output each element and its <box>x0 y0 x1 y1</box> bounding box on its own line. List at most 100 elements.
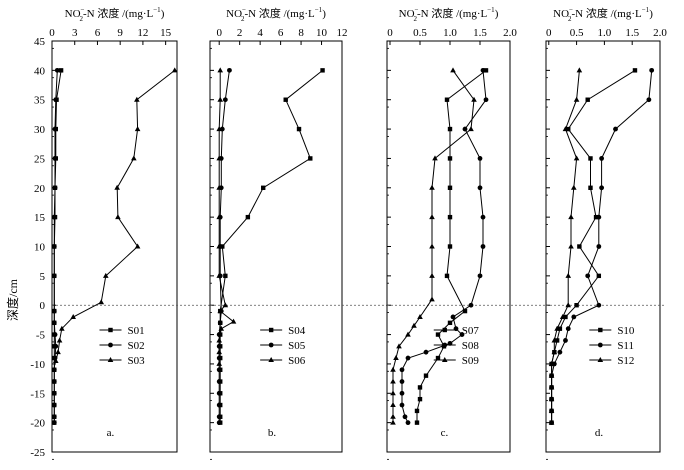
series-S04 <box>218 68 325 425</box>
data-point <box>554 338 560 343</box>
data-point <box>98 299 105 305</box>
y-tick-label: 25 <box>34 153 46 165</box>
data-point <box>216 379 222 384</box>
x-tick-label: 9 <box>117 27 123 39</box>
data-point <box>568 243 574 249</box>
data-point <box>471 96 477 102</box>
data-point <box>462 126 468 132</box>
plot-frame <box>545 40 661 453</box>
legend-label: S04 <box>288 325 306 337</box>
series-line <box>551 70 580 423</box>
series-S06 <box>216 67 237 366</box>
legend-entry: S01 <box>99 325 145 337</box>
data-point <box>52 332 58 337</box>
data-point <box>649 67 655 73</box>
data-point <box>566 126 571 132</box>
shared-depth-axis: 45 40 35 30 25 20 15 10 5 0 -5 -10 -15 -20 -25 <box>30 36 45 459</box>
data-point <box>51 308 57 314</box>
x-tick-label: 4 <box>257 27 263 39</box>
data-point <box>548 396 555 402</box>
legend-marker <box>598 327 603 333</box>
data-point <box>390 390 396 396</box>
data-point <box>432 155 438 161</box>
data-point <box>216 402 222 408</box>
x-tick-label: 10 <box>316 27 328 39</box>
x-axis-title: NO− 2-N 浓度 /(mg·L−1) <box>399 6 499 23</box>
x-axis-title-subscript: 2 <box>241 15 245 23</box>
data-point <box>115 214 121 220</box>
data-point <box>447 156 453 161</box>
data-point <box>217 96 224 102</box>
data-point <box>477 273 483 279</box>
legend-entry: S08 <box>433 340 479 352</box>
panel-3: 0 0.5 1.0 1.5 2.0NO− 2-N 浓度 /(mg·L−1)S10S11S1… <box>545 6 667 460</box>
data-point <box>450 314 456 320</box>
x-axis-title-exponent: −1 <box>487 6 495 14</box>
x-axis-title-species: NO <box>226 8 242 20</box>
data-point <box>596 302 602 308</box>
x-axis-title-close: ) <box>161 8 165 20</box>
legend-marker <box>442 342 448 348</box>
legend-label: S07 <box>462 325 480 337</box>
data-point <box>131 155 137 161</box>
data-point <box>399 367 405 373</box>
data-point <box>571 314 577 320</box>
x-tick-label: 0 <box>546 27 552 39</box>
data-point <box>444 273 450 279</box>
data-point <box>483 68 489 73</box>
y-tick-label: -10 <box>30 359 45 371</box>
data-point <box>480 67 486 73</box>
x-axis-title-charge: − <box>415 6 419 14</box>
legend-label: S03 <box>128 355 146 367</box>
data-point <box>450 67 456 73</box>
panel-0: 0 3 6 9 12 15 NO− 2-N 浓度 /(mg·L−1) S01 S02 S03 a. <box>49 6 210 460</box>
data-point <box>51 273 57 279</box>
data-point <box>563 338 568 343</box>
data-point <box>390 402 396 408</box>
data-point <box>51 414 57 420</box>
legend-marker <box>268 327 274 333</box>
legend-entry: S04 <box>260 325 306 337</box>
data-point <box>596 273 602 279</box>
data-point <box>51 320 57 326</box>
data-point <box>390 378 396 384</box>
x-tick-label: 1.0 <box>443 27 457 39</box>
data-point <box>216 360 223 366</box>
x-axis-title: NO− 2-N 浓度 /(mg·L−1) <box>65 6 165 23</box>
data-point <box>390 419 396 425</box>
legend-marker <box>441 357 448 362</box>
data-point <box>565 272 572 278</box>
data-point <box>423 373 429 378</box>
data-point <box>227 67 232 73</box>
legend-entry: S11 <box>589 340 634 352</box>
data-point <box>588 185 593 190</box>
data-point <box>480 214 486 220</box>
data-point <box>320 68 325 73</box>
x-axis-title-charge: − <box>81 6 85 14</box>
data-point <box>216 349 223 355</box>
y-tick-label: 5 <box>40 271 46 283</box>
data-point <box>447 126 453 132</box>
data-point <box>218 325 225 331</box>
data-point <box>571 184 577 190</box>
x-axis-title-subscript: 2 <box>79 15 83 23</box>
series-S08 <box>399 67 489 426</box>
data-point <box>447 214 453 220</box>
data-point <box>548 419 555 425</box>
data-point <box>480 244 486 249</box>
y-tick-label: 30 <box>34 124 46 136</box>
data-point <box>171 67 178 73</box>
data-point <box>216 126 223 132</box>
legend-entry: S10 <box>589 325 635 337</box>
data-point <box>405 355 411 361</box>
data-point <box>573 96 580 102</box>
x-tick-label: 8 <box>298 27 304 39</box>
data-point <box>447 320 453 326</box>
data-point <box>548 360 555 366</box>
data-point <box>51 244 57 249</box>
data-point <box>405 420 411 426</box>
data-point <box>396 343 402 349</box>
data-point <box>390 413 396 419</box>
data-point <box>134 126 141 132</box>
data-point <box>216 420 222 426</box>
